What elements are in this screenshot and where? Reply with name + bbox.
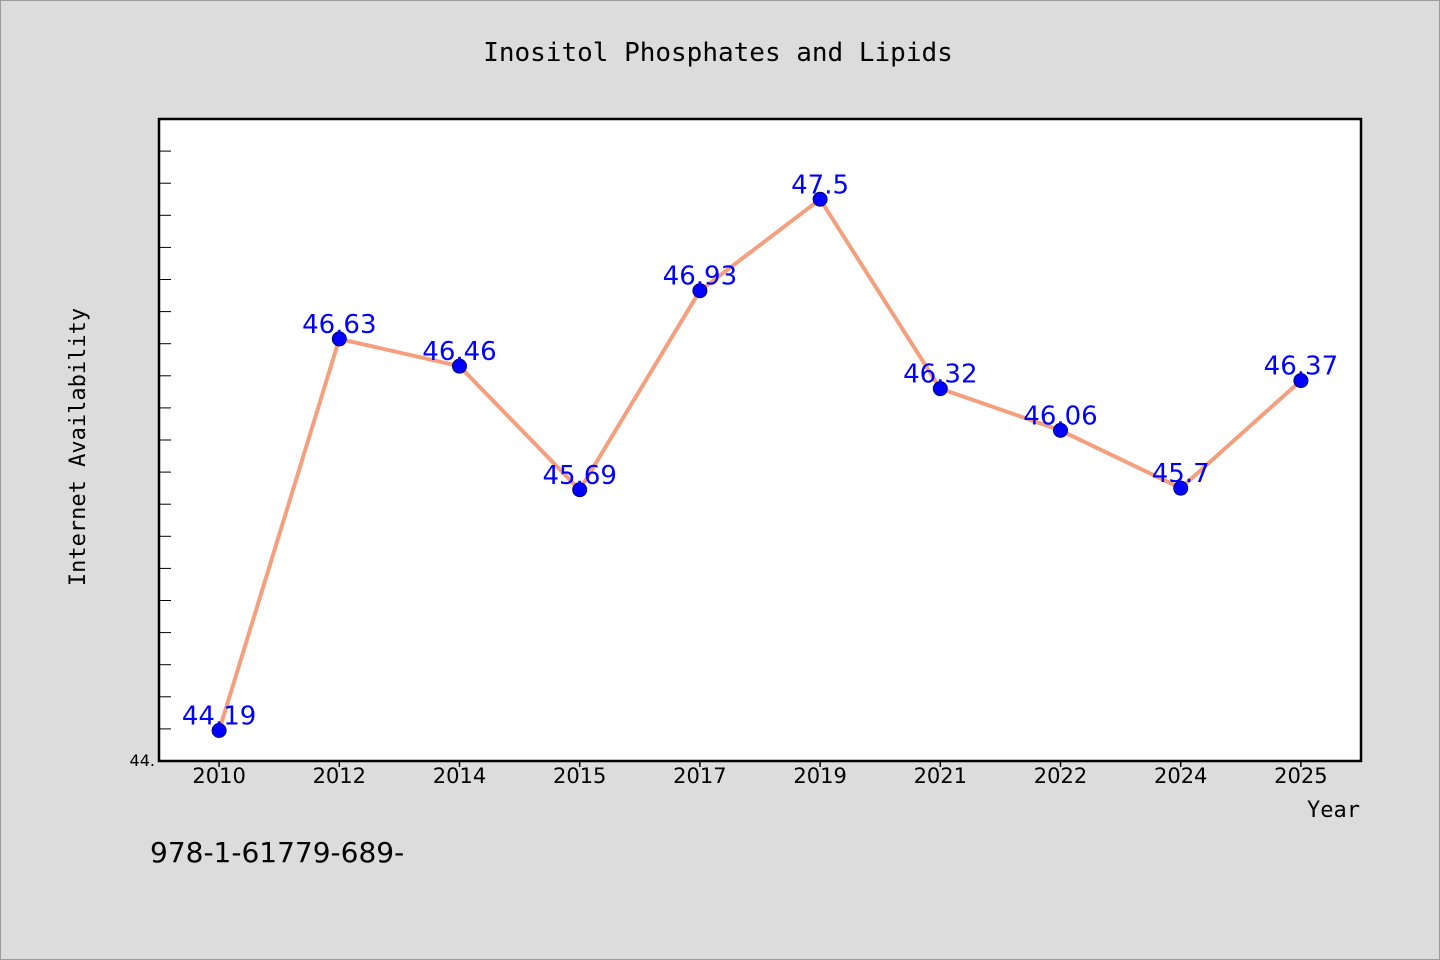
series-line bbox=[217, 197, 1303, 733]
x-axis-tick-labels: 2010 2012 2014 2015 2017 2019 2021 2022 2024 2025 bbox=[192, 764, 1327, 788]
data-point bbox=[452, 358, 467, 374]
x-tick-label: 2025 bbox=[1274, 764, 1327, 788]
data-point bbox=[1293, 373, 1309, 389]
data-label: 46.32 bbox=[903, 360, 977, 390]
data-point bbox=[692, 283, 708, 299]
data-label: 45.7 bbox=[1152, 459, 1210, 489]
x-axis-title: Year bbox=[1307, 798, 1360, 823]
data-point bbox=[211, 723, 227, 739]
data-label: 45.69 bbox=[542, 461, 616, 491]
data-point bbox=[812, 191, 828, 207]
data-point bbox=[932, 381, 948, 397]
data-label: 46.46 bbox=[422, 337, 496, 367]
y-axis-title: Internet Availability bbox=[66, 308, 91, 586]
x-tick-label: 2015 bbox=[553, 764, 606, 788]
x-tick-label: 2012 bbox=[313, 764, 366, 788]
data-point bbox=[1173, 480, 1189, 496]
data-label: 46.63 bbox=[302, 310, 376, 340]
data-label: 46.93 bbox=[663, 262, 737, 292]
data-point bbox=[331, 331, 347, 347]
data-labels: 44.19 46.63 46.46 45.69 46.93 47.5 46.32 46.06 4… bbox=[182, 170, 1338, 731]
x-axis-ticks bbox=[218, 761, 1302, 767]
data-label: 46.06 bbox=[1023, 401, 1097, 431]
y-tick-label: 44. bbox=[130, 751, 155, 770]
data-label: 44.19 bbox=[182, 702, 256, 732]
data-label: 46.37 bbox=[1264, 352, 1338, 382]
data-point bbox=[572, 482, 588, 498]
x-tick-label: 2024 bbox=[1154, 764, 1207, 788]
footer-code: 978-1-61779-689- bbox=[150, 836, 404, 869]
y-axis-ticks bbox=[159, 150, 171, 730]
x-tick-label: 2019 bbox=[793, 764, 846, 788]
series-markers bbox=[211, 191, 1309, 739]
plot-area bbox=[157, 117, 1363, 763]
data-label: 47.5 bbox=[791, 170, 849, 200]
data-point bbox=[1053, 422, 1068, 438]
x-tick-label: 2021 bbox=[914, 764, 967, 788]
series bbox=[217, 197, 1303, 733]
chart-title: Inositol Phosphates and Lipids bbox=[483, 38, 953, 68]
x-tick-label: 2022 bbox=[1034, 764, 1087, 788]
x-tick-label: 2014 bbox=[433, 764, 486, 788]
x-tick-label: 2017 bbox=[673, 764, 726, 788]
x-tick-label: 2010 bbox=[192, 764, 245, 788]
